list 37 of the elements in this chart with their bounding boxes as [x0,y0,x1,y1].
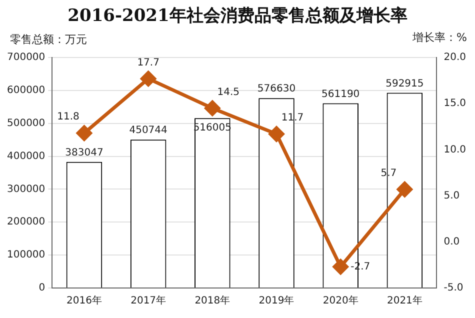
x-tick-label: 2018年 [194,294,230,307]
data-label: 561190 [322,88,360,100]
y-tick-label: 700000 [6,52,46,64]
point [396,182,412,198]
y-tick-label: 300000 [6,184,46,195]
x-tick-label: 2016年 [66,294,102,307]
x-tick-label: 2019年 [258,294,294,307]
y-axis-title: 零售总额：万元 [10,32,87,47]
y-tick-label: 500000 [6,118,46,129]
y2-tick-label: 20.0 [444,52,466,64]
y2-tick-label: 0.0 [444,236,460,248]
y-tick-label: 600000 [6,85,46,96]
data-label: 17.7 [137,57,160,68]
data-label: 383047 [65,147,104,158]
data-label: 14.5 [217,86,240,98]
y2-tick-label: 5.0 [444,190,460,202]
data-label: 450744 [129,125,168,136]
y-tick-label: 100000 [6,250,46,261]
data-label: 11.8 [57,112,80,123]
y2-axis-title: 增长率：% [412,30,467,45]
point [140,70,156,86]
point [332,259,348,275]
y2-tick-label: -5.0 [444,282,464,294]
y-tick-label: 200000 [6,216,46,228]
y2-tick-label: 10.0 [444,144,466,156]
y-tick-label: 400000 [6,150,46,162]
chart-title: 2016-2021年社会消费品零售总额及增长率 [66,5,408,27]
point [204,100,220,116]
y-tick-label: 0 [38,282,46,294]
point [268,126,284,142]
x-tick-label: 2021年 [386,294,422,307]
data-label: 576630 [257,84,296,95]
point [76,125,92,141]
x-tick-label: 2020年 [322,294,358,307]
y2-tick-label: 15.0 [444,98,466,110]
x-tick-label: 2017年 [130,294,166,307]
data-label: 592915 [386,78,424,90]
